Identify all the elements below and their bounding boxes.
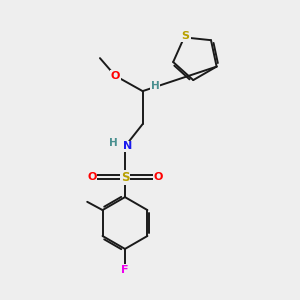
Text: F: F: [121, 265, 129, 275]
Text: H: H: [151, 81, 159, 91]
Text: H: H: [110, 138, 118, 148]
Text: O: O: [87, 172, 96, 182]
Text: S: S: [182, 31, 190, 41]
Text: N: N: [123, 142, 133, 152]
Text: O: O: [154, 172, 163, 182]
Text: S: S: [121, 171, 129, 184]
Text: O: O: [111, 71, 120, 81]
